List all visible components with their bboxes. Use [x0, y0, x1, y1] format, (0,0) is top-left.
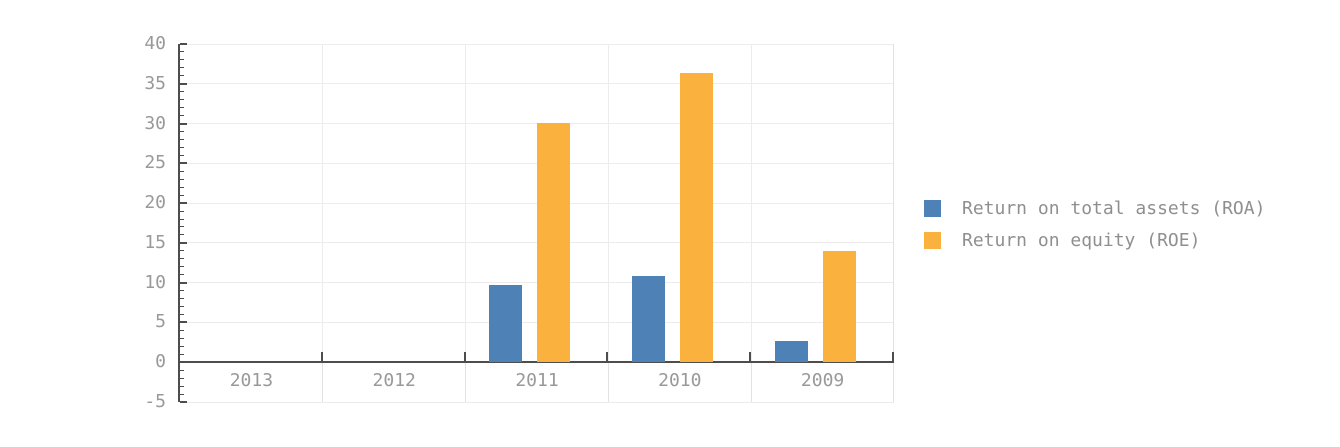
x-band-separator	[607, 363, 609, 402]
y-minor-tick	[180, 313, 184, 315]
x-axis-label-2011: 2011	[515, 370, 559, 392]
y-minor-tick	[180, 385, 184, 387]
plot-area	[178, 43, 894, 403]
y-minor-tick	[180, 306, 184, 308]
x-axis-label-2013: 2013	[229, 370, 274, 392]
y-minor-tick	[180, 377, 184, 379]
y-minor-tick	[180, 345, 184, 347]
legend: Return on total assets (ROA) Return on eq…	[924, 199, 1265, 250]
bar-roa-2010	[631, 276, 665, 363]
y-minor-tick	[180, 250, 184, 252]
x-band-separator	[322, 363, 324, 402]
bar-roe-2011	[537, 122, 570, 363]
y-minor-tick	[180, 353, 184, 355]
y-major-tick	[180, 401, 187, 403]
y-minor-tick	[180, 194, 184, 196]
y-axis-label-20: 20	[144, 192, 166, 214]
y-axis-label-40: 40	[144, 33, 166, 54]
y-minor-tick	[180, 186, 184, 188]
y-minor-tick	[180, 274, 184, 276]
y-minor-tick	[180, 298, 184, 300]
gridline-x	[465, 44, 467, 402]
y-axis-label-15: 15	[144, 231, 166, 253]
gridline-y-35	[180, 83, 894, 85]
y-minor-tick	[180, 290, 184, 292]
bar-roe-2009	[822, 250, 856, 363]
y-minor-tick	[180, 75, 184, 77]
gridline-x	[322, 44, 324, 402]
y-axis-label-35: 35	[144, 72, 166, 94]
plot-right-border	[893, 44, 894, 402]
y-major-tick	[180, 202, 187, 205]
legend-swatch-roa	[924, 200, 941, 217]
y-axis-label-5: 5	[155, 311, 166, 333]
x-boundary-tick	[892, 352, 894, 363]
y-minor-tick	[180, 258, 184, 260]
y-minor-tick	[180, 226, 184, 228]
y-minor-tick	[180, 107, 184, 109]
x-boundary-tick	[463, 352, 466, 363]
y-minor-tick	[180, 99, 184, 101]
x-boundary-tick	[749, 352, 752, 363]
y-axis-label-30: 30	[144, 112, 166, 134]
y-minor-tick	[180, 91, 184, 93]
legend-item-roa[interactable]: Return on total assets (ROA)	[924, 199, 1265, 218]
y-minor-tick	[180, 170, 184, 172]
y-minor-tick	[180, 266, 184, 268]
bar-roa-2011	[489, 285, 522, 363]
y-axis-label--5: -5	[144, 391, 166, 412]
bar-roe-2010	[679, 72, 713, 363]
gridline-x	[607, 44, 609, 402]
y-minor-tick	[180, 131, 184, 132]
y-major-tick	[180, 241, 187, 244]
x-boundary-tick	[606, 352, 609, 363]
y-axis-line	[178, 44, 180, 402]
legend-label-roe: Return on equity (ROE)	[962, 230, 1201, 251]
y-minor-tick	[180, 329, 184, 331]
y-minor-tick	[180, 138, 184, 140]
y-minor-tick	[180, 146, 184, 148]
gridline-y--5	[180, 401, 894, 403]
legend-item-roe[interactable]: Return on equity (ROE)	[924, 231, 1265, 250]
gridline-y-40	[180, 43, 894, 45]
x-boundary-tick	[320, 352, 323, 363]
y-minor-tick	[180, 51, 184, 53]
y-axis-label-10: 10	[144, 271, 166, 293]
y-minor-tick	[180, 154, 184, 156]
y-minor-tick	[180, 337, 184, 339]
x-axis-label-2012: 2012	[372, 370, 416, 392]
y-minor-tick	[180, 393, 184, 395]
y-axis-label-25: 25	[144, 152, 166, 174]
legend-label-roa: Return on total assets (ROA)	[962, 198, 1266, 219]
y-minor-tick	[180, 369, 184, 371]
x-band-separator	[750, 363, 752, 402]
bar-roa-2009	[774, 340, 808, 363]
y-major-tick	[180, 321, 187, 324]
x-axis-label-2010: 2010	[658, 370, 702, 392]
y-minor-tick	[180, 234, 184, 236]
y-minor-tick	[180, 210, 184, 212]
y-axis-label-0: 0	[155, 351, 166, 373]
y-major-tick	[180, 281, 187, 284]
gridline-x	[750, 44, 752, 402]
y-major-tick	[180, 162, 187, 165]
x-axis-label-2009: 2009	[800, 370, 845, 392]
y-minor-tick	[180, 59, 184, 61]
y-major-tick	[180, 122, 187, 125]
y-minor-tick	[180, 115, 184, 117]
y-minor-tick	[180, 178, 184, 180]
y-major-tick	[180, 43, 187, 45]
y-minor-tick	[180, 218, 184, 220]
y-major-tick	[180, 82, 187, 85]
x-axis-zero-line	[178, 361, 894, 364]
legend-swatch-roe	[924, 232, 941, 249]
x-band-separator	[465, 363, 467, 402]
y-minor-tick	[180, 67, 184, 69]
